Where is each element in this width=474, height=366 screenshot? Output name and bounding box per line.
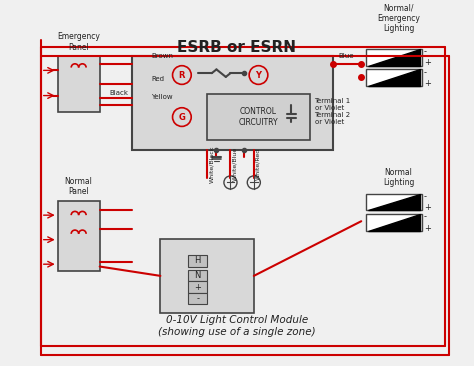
Text: H: H — [195, 257, 201, 265]
Bar — [58, 56, 100, 112]
Text: -: - — [424, 47, 427, 56]
Polygon shape — [368, 214, 420, 231]
Text: +: + — [424, 59, 431, 67]
Bar — [366, 214, 422, 231]
Text: 0-10V Light Control Module
(showing use of a single zone): 0-10V Light Control Module (showing use … — [158, 315, 316, 337]
Bar — [207, 94, 310, 141]
Bar — [160, 239, 254, 313]
Text: +: + — [194, 283, 201, 292]
Bar — [189, 281, 207, 293]
Polygon shape — [368, 194, 420, 210]
Text: Normal
Lighting: Normal Lighting — [383, 168, 414, 187]
Text: White/Blue: White/Blue — [232, 147, 237, 181]
Text: +: + — [424, 79, 431, 88]
Text: Normal
Panel: Normal Panel — [65, 177, 92, 197]
Text: Emergency
Panel: Emergency Panel — [57, 32, 100, 52]
Text: R: R — [179, 71, 185, 79]
Text: Brown: Brown — [151, 53, 173, 59]
Bar — [366, 49, 422, 66]
Bar — [132, 56, 333, 150]
Text: G: G — [178, 113, 185, 122]
Text: +: + — [424, 203, 431, 212]
Bar — [366, 194, 422, 210]
Text: Blue: Blue — [338, 53, 354, 59]
Text: Terminal 1
or Violet: Terminal 1 or Violet — [315, 98, 351, 111]
Polygon shape — [368, 70, 420, 86]
Text: Terminal 2
or Violet: Terminal 2 or Violet — [315, 112, 351, 126]
Text: -: - — [424, 192, 427, 201]
Text: +: + — [424, 224, 431, 233]
Text: N: N — [195, 271, 201, 280]
Text: -: - — [424, 213, 427, 221]
Text: -: - — [424, 68, 427, 77]
Text: Yellow: Yellow — [151, 94, 173, 100]
Text: CONTROL
CIRCUITRY: CONTROL CIRCUITRY — [239, 107, 278, 127]
Bar — [366, 70, 422, 86]
Text: White/Black: White/Black — [209, 145, 214, 183]
Text: ESRB or ESRN: ESRB or ESRN — [177, 40, 297, 55]
Text: Red: Red — [151, 75, 164, 82]
Text: Normal/
Emergency
Lighting: Normal/ Emergency Lighting — [377, 3, 420, 33]
Text: -: - — [196, 294, 199, 303]
Text: Black: Black — [109, 90, 128, 96]
Bar — [58, 201, 100, 271]
Bar — [189, 270, 207, 281]
Text: Y: Y — [255, 71, 262, 79]
Polygon shape — [368, 49, 420, 66]
Text: White/Red: White/Red — [255, 147, 261, 180]
Bar — [189, 255, 207, 266]
Bar — [189, 293, 207, 304]
